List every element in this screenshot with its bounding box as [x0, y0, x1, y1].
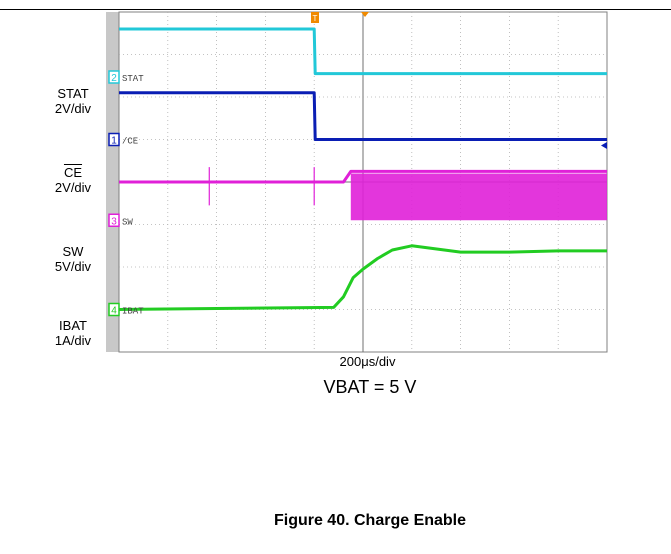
ce-marker-label: /CE — [122, 137, 138, 147]
trigger-level-icon — [601, 142, 607, 149]
ce-label: CE 2V/div — [40, 165, 106, 195]
channel-markers: 2 STAT 1/CE 3 SW 4 IBAT — [108, 70, 144, 317]
stat-label: STAT 2V/div — [40, 86, 106, 116]
sw-channel-marker: 3 SW — [108, 213, 133, 227]
ibat-trace — [118, 244, 607, 311]
sw-channel-box — [108, 213, 120, 227]
stat-marker-label: STAT — [122, 74, 144, 84]
sw-marker-label: SW — [122, 217, 133, 227]
sw-switching-band — [350, 173, 607, 221]
time-scale-label: 200μs/div — [339, 354, 396, 369]
sw-channel-number: 3 — [111, 216, 117, 227]
top-rule — [0, 9, 671, 10]
sw-scale: 5V/div — [54, 259, 92, 274]
sw-trace — [119, 169, 607, 184]
stat-name: STAT — [57, 86, 89, 101]
stat-trace — [119, 27, 607, 76]
sw-name: SW — [62, 244, 84, 259]
stat-channel-marker: 2 STAT — [108, 70, 144, 84]
ce-name: CE — [63, 165, 83, 180]
condition-label: VBAT = 5 V — [323, 377, 417, 397]
scope-left-bar — [106, 12, 119, 352]
ibat-label: IBAT 1A/div — [40, 318, 106, 348]
ce-channel-number: 1 — [111, 136, 117, 147]
ibat-name: IBAT — [59, 318, 87, 333]
figure-caption: Figure 40. Charge Enable — [273, 512, 467, 529]
trigger-marker: T — [311, 12, 319, 23]
trigger-marker-label: T — [313, 14, 318, 23]
ibat-channel-number: 4 — [111, 306, 117, 317]
ce-channel-marker: 1/CE — [108, 132, 138, 147]
trigger-position-icon — [361, 12, 369, 17]
scope-traces — [118, 27, 607, 311]
ce-trace — [119, 91, 607, 141]
ibat-channel-box — [108, 302, 120, 317]
ce-channel-box — [108, 132, 120, 147]
ibat-scale: 1A/div — [54, 333, 92, 348]
stat-channel-number: 2 — [111, 73, 117, 84]
stat-scale: 2V/div — [54, 101, 92, 116]
ibat-marker-label: IBAT — [122, 307, 144, 317]
stat-channel-box — [108, 70, 120, 84]
ibat-channel-marker: 4 IBAT — [108, 302, 144, 317]
sw-label: SW 5V/div — [40, 244, 106, 274]
ce-scale: 2V/div — [54, 180, 92, 195]
